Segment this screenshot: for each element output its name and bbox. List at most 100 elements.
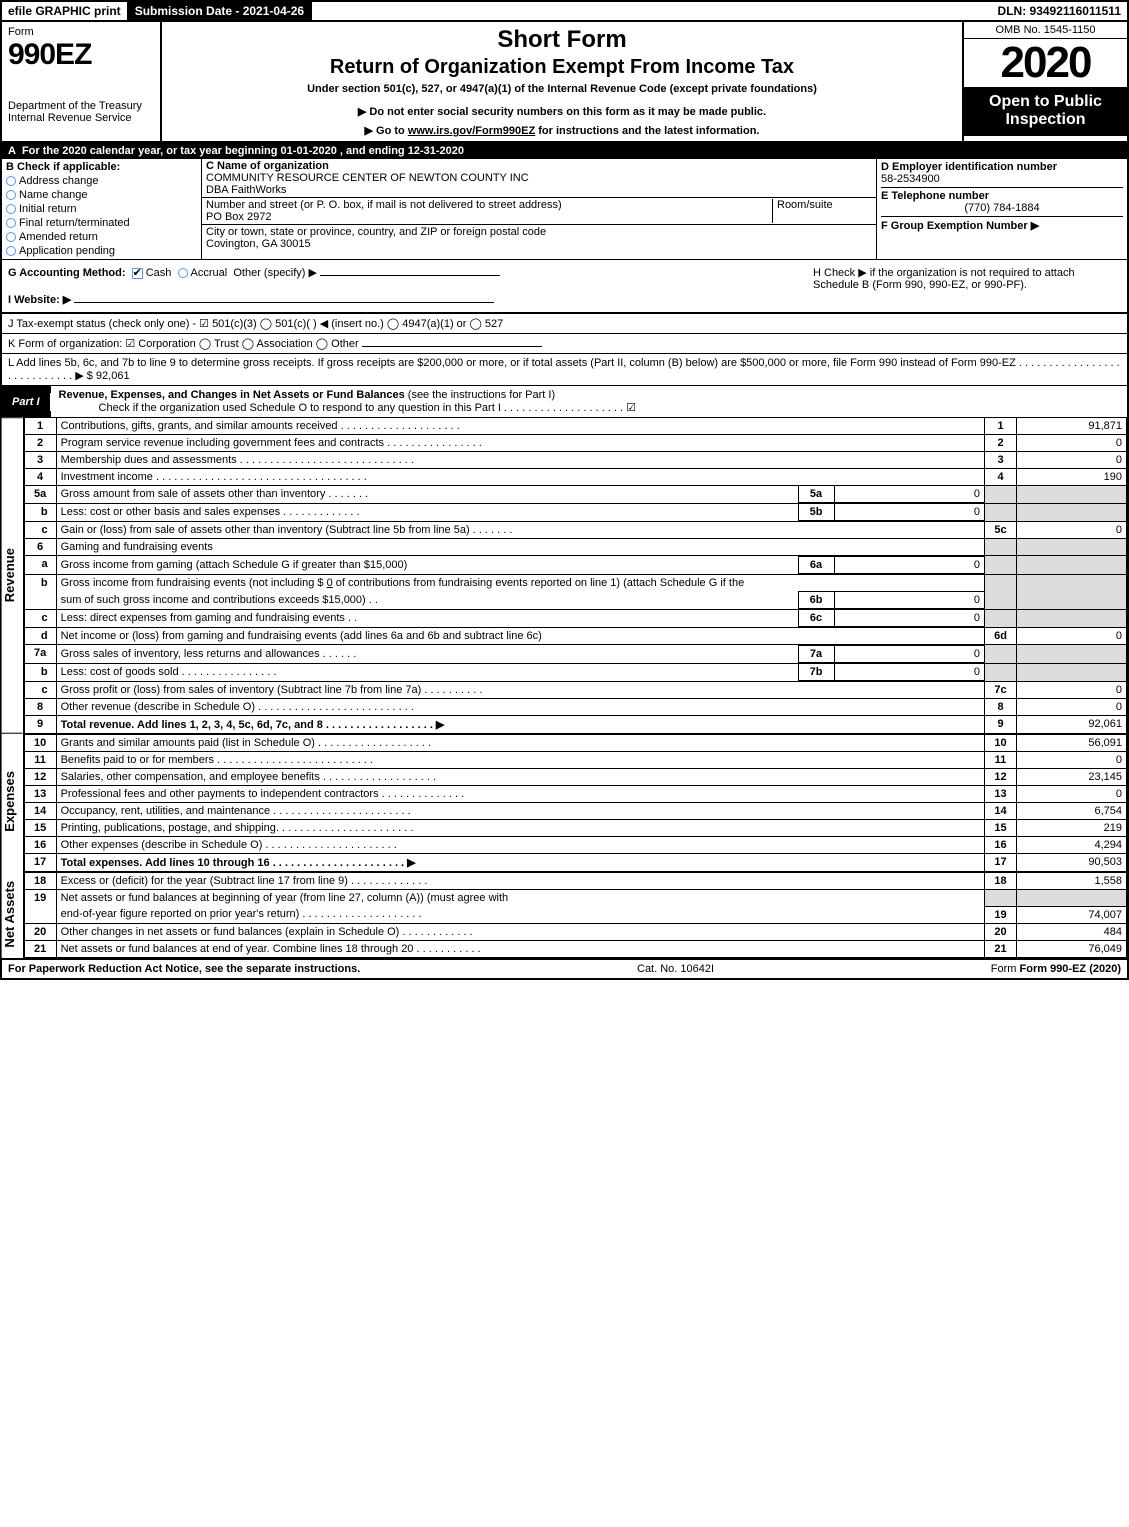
f-label: F Group Exemption Number ▶ (881, 220, 1039, 232)
header-bar: efile GRAPHIC print Submission Date - 20… (2, 2, 1127, 22)
line-21: 21Net assets or fund balances at end of … (24, 940, 1126, 957)
info-grid: B Check if applicable: Address change Na… (2, 159, 1127, 260)
opt-address-change[interactable]: Address change (6, 175, 197, 187)
line-9: 9Total revenue. Add lines 1, 2, 3, 4, 5c… (24, 716, 1126, 735)
line-6a: a Gross income from gaming (attach Sched… (24, 556, 1126, 575)
line-7c: cGross profit or (loss) from sales of in… (24, 682, 1126, 699)
line-8: 8Other revenue (describe in Schedule O) … (24, 699, 1126, 716)
line-11: 11Benefits paid to or for members . . . … (24, 752, 1126, 769)
footer-mid: Cat. No. 10642I (360, 963, 990, 975)
tax-year: 2020 (964, 39, 1127, 87)
line-5c: cGain or (loss) from sale of assets othe… (24, 522, 1126, 539)
lines-table: 1Contributions, gifts, grants, and simil… (24, 417, 1127, 958)
part-1-title: Revenue, Expenses, and Changes in Net As… (51, 386, 1127, 417)
line-10: 10Grants and similar amounts paid (list … (24, 734, 1126, 752)
part-1-body: Revenue Expenses Net Assets 1Contributio… (2, 417, 1127, 958)
g-label: G Accounting Method: (8, 267, 126, 279)
open-inspection-badge: Open to Public Inspection (964, 87, 1127, 136)
efile-label: efile GRAPHIC print (2, 2, 129, 20)
title-block: Form 990EZ Department of the Treasury In… (2, 22, 1127, 143)
line-16: 16Other expenses (describe in Schedule O… (24, 837, 1126, 854)
line-15: 15Printing, publications, postage, and s… (24, 820, 1126, 837)
section-j: J Tax-exempt status (check only one) - ☑… (2, 313, 1127, 333)
omb-number: OMB No. 1545-1150 (964, 22, 1127, 39)
side-labels: Revenue Expenses Net Assets (2, 417, 24, 958)
l-text: L Add lines 5b, 6c, and 7b to line 9 to … (8, 357, 1120, 382)
ssn-notice: ▶ Do not enter social security numbers o… (170, 105, 954, 118)
line-5b: b Less: cost or other basis and sales ex… (24, 504, 1126, 522)
k-other-input[interactable] (362, 346, 542, 347)
line-19b: end-of-year figure reported on prior yea… (24, 906, 1126, 923)
line-7a: 7a Gross sales of inventory, less return… (24, 645, 1126, 664)
goto-prefix: ▶ Go to (365, 125, 408, 137)
org-dba: DBA FaithWorks (206, 184, 287, 196)
line-6c: c Less: direct expenses from gaming and … (24, 610, 1126, 628)
part-1-tab: Part I (2, 393, 51, 411)
title-right: OMB No. 1545-1150 2020 Open to Public In… (962, 22, 1127, 141)
org-address: PO Box 2972 (206, 211, 271, 223)
i-label: I Website: ▶ (8, 294, 71, 306)
goto-suffix: for instructions and the latest informat… (535, 125, 759, 137)
gh-row: G Accounting Method: Cash Accrual Other … (2, 260, 1127, 313)
opt-amended-return[interactable]: Amended return (6, 231, 197, 243)
expenses-side-label: Expenses (2, 733, 23, 870)
line-4: 4Investment income . . . . . . . . . . .… (24, 469, 1126, 486)
goto-line: ▶ Go to www.irs.gov/Form990EZ for instru… (170, 124, 954, 137)
phone-value: (770) 784-1884 (881, 202, 1123, 214)
dept-irs: Internal Revenue Service (8, 112, 154, 124)
section-a-text: For the 2020 calendar year, or tax year … (22, 145, 464, 157)
section-l: L Add lines 5b, 6c, and 7b to line 9 to … (2, 353, 1127, 386)
opt-application-pending[interactable]: Application pending (6, 245, 197, 257)
section-h: H Check ▶ if the organization is not req… (807, 260, 1127, 312)
e-label: E Telephone number (881, 190, 989, 202)
netassets-side-label: Net Assets (2, 870, 23, 958)
section-g-i: G Accounting Method: Cash Accrual Other … (2, 260, 807, 312)
g-other-input[interactable] (320, 275, 500, 276)
section-a-bar: A For the 2020 calendar year, or tax yea… (2, 143, 1127, 159)
ein-value: 58-2534900 (881, 173, 1123, 185)
line-18: 18Excess or (deficit) for the year (Subt… (24, 872, 1126, 890)
city-label: City or town, state or province, country… (206, 226, 546, 238)
line-20: 20Other changes in net assets or fund ba… (24, 923, 1126, 940)
g-cash-label: Cash (146, 267, 172, 279)
line-3: 3Membership dues and assessments . . . .… (24, 452, 1126, 469)
part-1-check-line: Check if the organization used Schedule … (59, 402, 637, 414)
form-container: efile GRAPHIC print Submission Date - 20… (0, 0, 1129, 980)
under-section-text: Under section 501(c), 527, or 4947(a)(1)… (170, 83, 954, 95)
title-center: Short Form Return of Organization Exempt… (162, 22, 962, 141)
j-text: J Tax-exempt status (check only one) - ☑… (8, 318, 503, 330)
opt-initial-return[interactable]: Initial return (6, 203, 197, 215)
footer: For Paperwork Reduction Act Notice, see … (2, 958, 1127, 978)
line-14: 14Occupancy, rent, utilities, and mainte… (24, 803, 1126, 820)
form-id-block: Form 990EZ Department of the Treasury In… (2, 22, 162, 141)
g-cash-checkbox[interactable] (132, 268, 143, 279)
g-accrual-radio[interactable] (178, 268, 188, 278)
line-1: 1Contributions, gifts, grants, and simil… (24, 418, 1126, 435)
dept-treasury: Department of the Treasury (8, 100, 154, 112)
short-form-heading: Short Form (170, 26, 954, 54)
line-6: 6Gaming and fundraising events (24, 539, 1126, 556)
section-b-label: B Check if applicable: (6, 161, 197, 173)
c-label: C Name of organization (206, 160, 329, 172)
line-12: 12Salaries, other compensation, and empl… (24, 769, 1126, 786)
submission-date-button[interactable]: Submission Date - 2021-04-26 (129, 2, 312, 20)
org-name: COMMUNITY RESOURCE CENTER OF NEWTON COUN… (206, 172, 529, 184)
g-other-label: Other (specify) ▶ (233, 267, 317, 279)
return-heading: Return of Organization Exempt From Incom… (170, 56, 954, 79)
opt-final-return[interactable]: Final return/terminated (6, 217, 197, 229)
section-c: C Name of organization COMMUNITY RESOURC… (202, 159, 877, 259)
opt-name-change[interactable]: Name change (6, 189, 197, 201)
line-2: 2Program service revenue including gover… (24, 435, 1126, 452)
k-text: K Form of organization: ☑ Corporation ◯ … (8, 338, 359, 350)
form-word: Form (8, 26, 154, 38)
footer-left: For Paperwork Reduction Act Notice, see … (8, 963, 360, 975)
line-13: 13Professional fees and other payments t… (24, 786, 1126, 803)
line-6b: b Gross income from fundraising events (… (24, 575, 1126, 610)
website-input[interactable] (74, 302, 494, 303)
part-1-header: Part I Revenue, Expenses, and Changes in… (2, 386, 1127, 417)
goto-link[interactable]: www.irs.gov/Form990EZ (408, 125, 535, 137)
line-17: 17Total expenses. Add lines 10 through 1… (24, 854, 1126, 873)
room-suite-label: Room/suite (772, 199, 872, 223)
h-text: H Check ▶ if the organization is not req… (813, 267, 1075, 291)
footer-right: Form Form 990-EZ (2020) (991, 963, 1121, 975)
